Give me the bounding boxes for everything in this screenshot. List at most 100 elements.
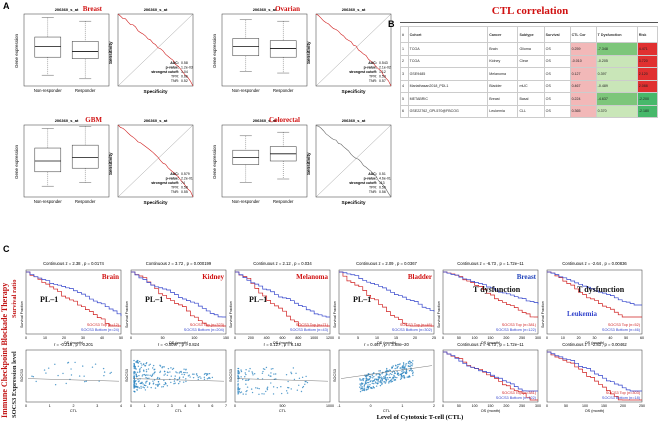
roc-stat-value: 1.12 xyxy=(379,70,386,74)
km-curve xyxy=(547,271,642,318)
scatter-point xyxy=(257,377,259,380)
scatter-xtick: 0 xyxy=(442,404,444,408)
table-cell: -2.180 xyxy=(636,104,659,118)
km-curve xyxy=(547,271,642,306)
roc-curve xyxy=(117,13,194,87)
scatter-point xyxy=(253,373,256,375)
scatter-point xyxy=(153,369,155,371)
scatter-point xyxy=(177,378,179,381)
scatter-frame xyxy=(130,349,227,403)
km-curve xyxy=(547,351,642,392)
scatter-point xyxy=(394,364,397,367)
scatter-xtick: 100 xyxy=(582,404,588,408)
roc-ylabel: Sensitivity xyxy=(108,152,113,175)
scatter-ylabel: SOCS3 xyxy=(125,369,129,382)
roc-xlabel: Specificity xyxy=(144,89,168,95)
scatter-point xyxy=(143,373,146,376)
scatter-xtick: 5 xyxy=(198,404,200,408)
km-curve xyxy=(131,271,226,327)
scatter-point xyxy=(242,393,244,395)
scatter-point xyxy=(409,365,411,368)
scatter-point xyxy=(250,388,253,390)
table-cell: 2.120 xyxy=(636,67,659,81)
scatter-point xyxy=(371,382,373,385)
survival-xlabel: OS (month) xyxy=(273,341,293,345)
scatter-frame xyxy=(25,349,122,403)
scatter-point xyxy=(164,373,166,375)
table-header-3: Subtype xyxy=(517,26,545,43)
scatter-point xyxy=(360,388,362,390)
scatter-point xyxy=(184,371,186,374)
table-header-5: CTL Cor xyxy=(569,26,597,43)
survival-stat: Continuous z = -6.73 , p = 1.72e–11 xyxy=(457,261,524,266)
ctl-correlation-table: # Cohort Cancer Subtype Survival CTL Cor T Dys… xyxy=(400,26,659,118)
scatter-point xyxy=(286,392,289,394)
box-ylabel: Gene expression xyxy=(14,144,19,179)
scatter-point xyxy=(136,389,139,391)
roc-stat-value: 113 xyxy=(379,181,385,185)
survival-xtick: 1200 xyxy=(326,336,334,340)
scatter-point xyxy=(166,385,169,387)
survival-frame xyxy=(546,269,643,335)
scatter-point xyxy=(237,390,239,393)
scatter-point xyxy=(208,372,211,375)
table-cell: 0.467 xyxy=(569,79,597,93)
table-cell: Clear xyxy=(517,54,545,68)
scatter-point xyxy=(173,380,176,382)
survival-xtick: 50 xyxy=(161,336,165,340)
roc-stat-value: 1.04 xyxy=(181,70,188,74)
survival-xtick: 50 xyxy=(457,336,461,340)
roc-xlabel: Specificity xyxy=(342,89,366,95)
scatter-point xyxy=(208,376,210,379)
panel-c-col-melanoma: Continuous z = 2.12 , p = 0.034 Survival … xyxy=(229,261,334,413)
scatter-point xyxy=(152,380,154,382)
scatter-point xyxy=(133,383,136,385)
roc-ylabel: Sensitivity xyxy=(108,41,113,64)
panel-c: Continuous z = 2.38 , p = 0.0174 Survival… xyxy=(20,261,645,413)
therapy-label: PL–1 xyxy=(249,295,267,304)
scatter-point xyxy=(391,366,393,369)
scatter-point xyxy=(133,390,136,393)
scatter-xtick: 150 xyxy=(488,404,494,408)
table-cell: 4 xyxy=(400,79,409,93)
cancer-label: Colorectal xyxy=(269,116,300,124)
roc-title: 206360_s_at xyxy=(144,7,168,12)
scatter-xtick: 3 xyxy=(171,404,173,408)
scatter-point xyxy=(35,380,37,383)
roc-stat-value: 2.2e-01 xyxy=(181,177,193,181)
roc-stat-label: AUC: xyxy=(170,172,179,176)
table-header-2: Cancer xyxy=(487,26,519,43)
scatter-point xyxy=(262,368,265,370)
box-xlabel: Responder xyxy=(75,199,96,204)
scatter-point xyxy=(290,388,292,390)
roc-stat-value: 2.1e-02 xyxy=(379,66,391,70)
scatter-point xyxy=(365,388,368,390)
scatter-point xyxy=(135,361,137,363)
survival-xtick: 0 xyxy=(25,336,27,340)
scatter-point xyxy=(365,379,368,382)
scatter-point xyxy=(372,385,375,388)
scatter-point xyxy=(405,369,408,371)
legend-bottom: SOCS3 Bottom (n=204) xyxy=(184,328,225,332)
scatter-ylabel: SOCS3 xyxy=(20,369,24,382)
scatter-point xyxy=(163,370,166,372)
scatter-point xyxy=(83,375,85,377)
box-body xyxy=(34,36,62,58)
scatter-point xyxy=(383,381,385,383)
scatter-point xyxy=(361,389,363,392)
scatter-point xyxy=(399,367,401,369)
scatter-point xyxy=(165,383,167,385)
scatter-point xyxy=(134,371,137,373)
scatter-point xyxy=(403,366,405,369)
scatter-point xyxy=(370,380,372,382)
scatter-point xyxy=(287,386,289,389)
survival-xtick: 0 xyxy=(234,336,236,340)
roc-stat-label: strongest cutoff: xyxy=(151,181,179,185)
scatter-point xyxy=(396,376,398,379)
box-xlabel: Non-responder xyxy=(34,88,63,93)
scatter-point xyxy=(174,382,176,384)
roc-stat-label: AUC: xyxy=(368,172,377,176)
scatter-point xyxy=(285,374,288,376)
table-cell: Leukemia xyxy=(487,104,519,118)
survival-xlabel: OS (month) xyxy=(377,341,397,345)
